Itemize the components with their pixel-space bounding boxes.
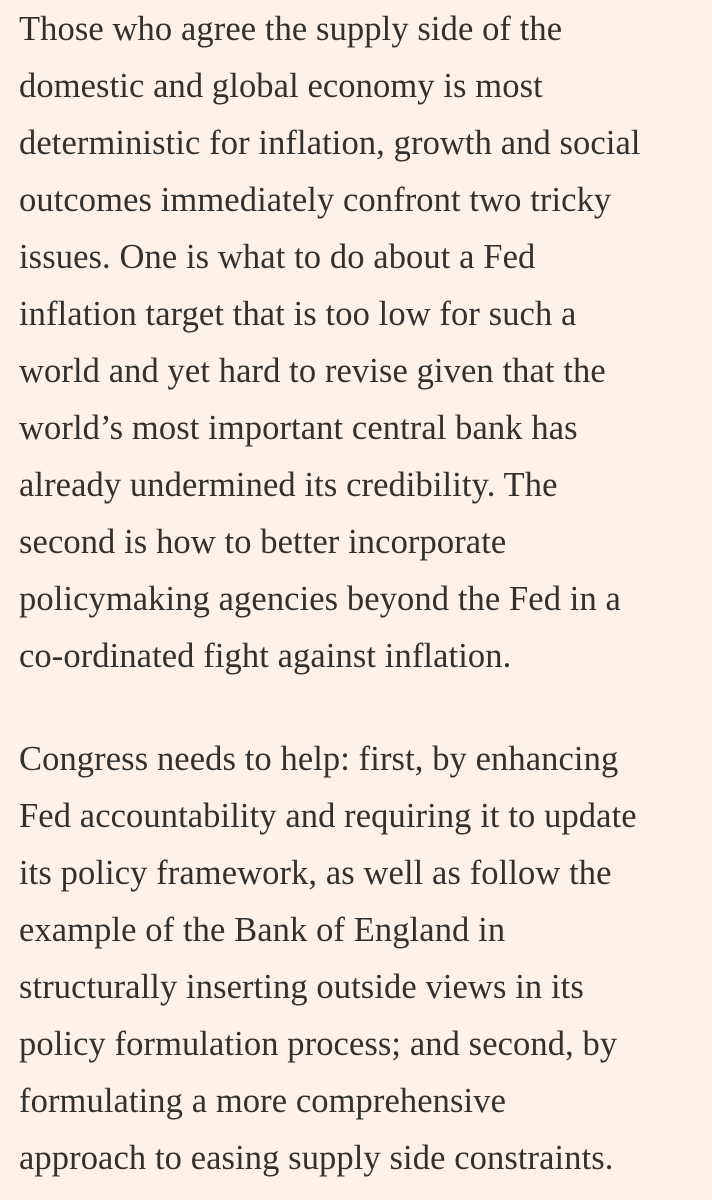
paragraph-line: Those who agree the supply side of the [19, 10, 563, 48]
paragraph-line: inflation target that is too low for suc… [19, 295, 577, 333]
paragraph-line: second is how to better incorporate [19, 523, 507, 561]
paragraph-line: issues. One is what to do about a Fed [19, 238, 536, 276]
paragraph-line: already undermined its credibility. The [19, 466, 558, 504]
paragraph-line: formulating a more comprehensive [19, 1082, 506, 1120]
paragraph-line: outcomes immediately confront two tricky [19, 181, 612, 219]
paragraph-line: deterministic for inflation, growth and … [19, 124, 641, 162]
paragraph-line: Fed accountability and requiring it to u… [19, 797, 637, 835]
paragraph-line: policy formulation process; and second, … [19, 1025, 618, 1063]
paragraph-line: structurally inserting outside views in … [19, 968, 584, 1006]
paragraph-line: its policy framework, as well as follow … [19, 854, 612, 892]
paragraph-line: domestic and global economy is most [19, 67, 543, 105]
paragraph-line: world’s most important central bank has [19, 409, 578, 447]
paragraph-line: world and yet hard to revise given that … [19, 352, 606, 390]
paragraph-line: co-ordinated fight against inflation. [19, 637, 512, 675]
paragraph-line: example of the Bank of England in [19, 911, 506, 949]
paragraph-line: Congress needs to help: first, by enhanc… [19, 740, 619, 778]
paragraph-line: approach to easing supply side constrain… [19, 1139, 614, 1177]
paragraph-line: policymaking agencies beyond the Fed in … [19, 580, 621, 618]
